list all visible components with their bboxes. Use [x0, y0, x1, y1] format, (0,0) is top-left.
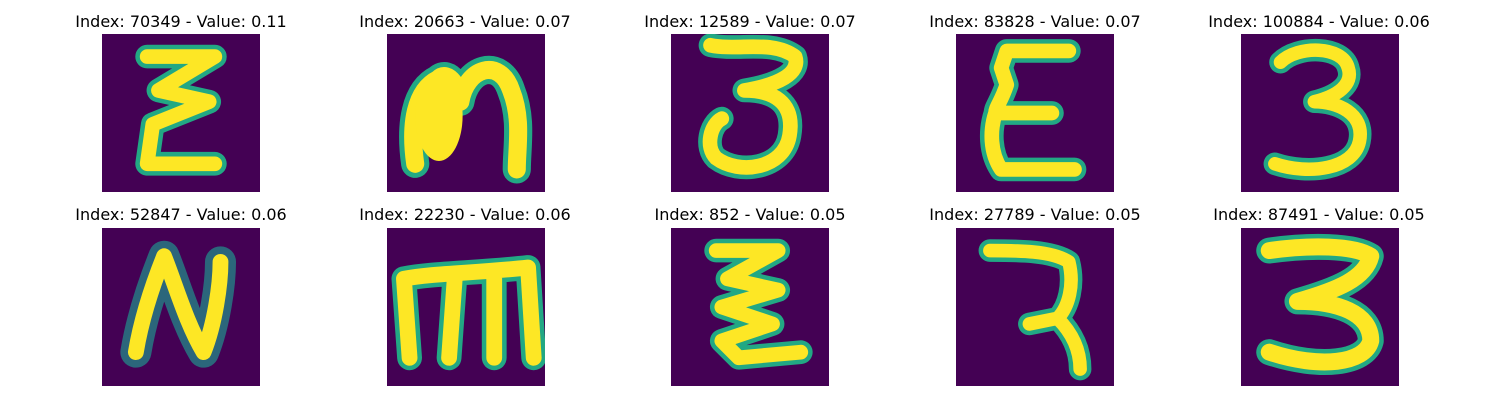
zigzag-icon	[704, 238, 813, 370]
digit-image	[1241, 228, 1399, 386]
panel-title: Index: 20663 - Value: 0.07	[359, 12, 571, 31]
three-icon	[698, 34, 808, 180]
panel-title: Index: 87491 - Value: 0.05	[1213, 205, 1425, 224]
panel-title: Index: 52847 - Value: 0.06	[75, 205, 287, 224]
digit-image	[387, 34, 545, 192]
digit-image	[671, 228, 829, 386]
m-shape-icon	[391, 255, 545, 371]
epsilon-icon	[979, 39, 1087, 182]
panel-title: Index: 70349 - Value: 0.11	[75, 12, 287, 31]
panel-title: Index: 852 - Value: 0.05	[654, 205, 846, 224]
panel-title: Index: 22230 - Value: 0.06	[359, 205, 571, 224]
panel-title: Index: 12589 - Value: 0.07	[644, 12, 856, 31]
digit-image	[387, 228, 545, 386]
n-letter-icon	[120, 240, 237, 368]
digit-image	[1241, 34, 1399, 192]
digit-image	[956, 228, 1114, 386]
epsilon-zigzag-icon	[135, 44, 227, 176]
digit-image	[102, 34, 260, 192]
panel-title: Index: 83828 - Value: 0.07	[929, 12, 1141, 31]
digit-image	[671, 34, 829, 192]
panel-title: Index: 100884 - Value: 0.06	[1208, 12, 1430, 31]
digit-image	[956, 34, 1114, 192]
seven-icon	[978, 239, 1092, 381]
three-icon	[1263, 38, 1372, 181]
digit-image	[102, 228, 260, 386]
n-shape-icon	[399, 56, 533, 184]
panel-title: Index: 27789 - Value: 0.05	[929, 205, 1141, 224]
three-icon	[1256, 233, 1384, 375]
